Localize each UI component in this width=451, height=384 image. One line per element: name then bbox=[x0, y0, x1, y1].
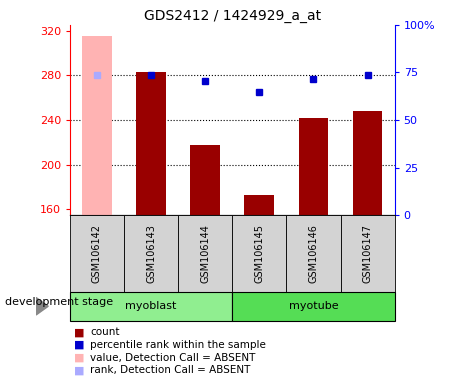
Text: count: count bbox=[90, 327, 120, 337]
Bar bbox=[299, 118, 328, 215]
Text: GSM106143: GSM106143 bbox=[146, 224, 156, 283]
Text: ■: ■ bbox=[74, 340, 85, 350]
Text: value, Detection Call = ABSENT: value, Detection Call = ABSENT bbox=[90, 353, 256, 362]
Text: GSM106145: GSM106145 bbox=[254, 224, 264, 283]
Text: rank, Detection Call = ABSENT: rank, Detection Call = ABSENT bbox=[90, 365, 251, 375]
Text: GSM106142: GSM106142 bbox=[92, 224, 102, 283]
Bar bbox=[190, 145, 220, 215]
Bar bbox=[244, 195, 274, 215]
Text: myoblast: myoblast bbox=[125, 301, 177, 311]
Bar bbox=[353, 111, 382, 215]
Text: ■: ■ bbox=[74, 353, 85, 362]
Text: GSM106144: GSM106144 bbox=[200, 224, 210, 283]
Bar bbox=[82, 36, 112, 215]
Text: percentile rank within the sample: percentile rank within the sample bbox=[90, 340, 266, 350]
Text: GSM106146: GSM106146 bbox=[308, 224, 318, 283]
Text: ■: ■ bbox=[74, 365, 85, 375]
Text: myotube: myotube bbox=[289, 301, 338, 311]
Text: ■: ■ bbox=[74, 327, 85, 337]
Title: GDS2412 / 1424929_a_at: GDS2412 / 1424929_a_at bbox=[144, 8, 321, 23]
Polygon shape bbox=[36, 298, 48, 315]
Text: GSM106147: GSM106147 bbox=[363, 224, 373, 283]
Text: development stage: development stage bbox=[5, 297, 113, 308]
Bar bbox=[136, 72, 166, 215]
